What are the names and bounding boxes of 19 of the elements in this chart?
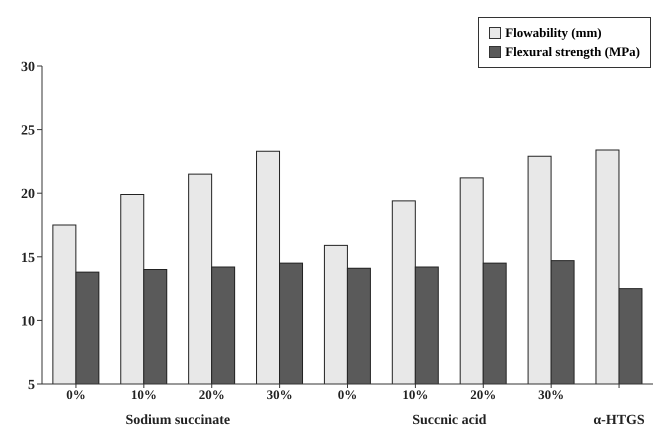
y-tick-label: 5 — [28, 378, 35, 393]
legend-label: Flowability (mm) — [505, 25, 602, 41]
legend-label: Flexural strength (MPa) — [505, 44, 640, 60]
text: α-HTGS — [592, 413, 646, 429]
x-tick-label: 20% — [198, 387, 225, 402]
y-tick-label: 10 — [21, 314, 35, 330]
text: Succnic acid — [411, 413, 488, 429]
x-tick-label: 20% — [470, 387, 496, 402]
x-tick-label: 0% — [338, 387, 358, 402]
x-tick-label: 30% — [538, 387, 564, 402]
y-tick-label: 30 — [21, 60, 35, 75]
x-tick-label: 10% — [130, 387, 157, 402]
x-tick-label: 0% — [66, 387, 86, 402]
y-tick-label: 25 — [21, 124, 35, 139]
y-tick-label: 20 — [21, 187, 35, 202]
text: Sodium succinate — [124, 413, 232, 429]
y-tick-label: 15 — [21, 250, 35, 266]
x-tick-label: 10% — [402, 387, 428, 402]
x-tick-label: 30% — [266, 387, 293, 402]
